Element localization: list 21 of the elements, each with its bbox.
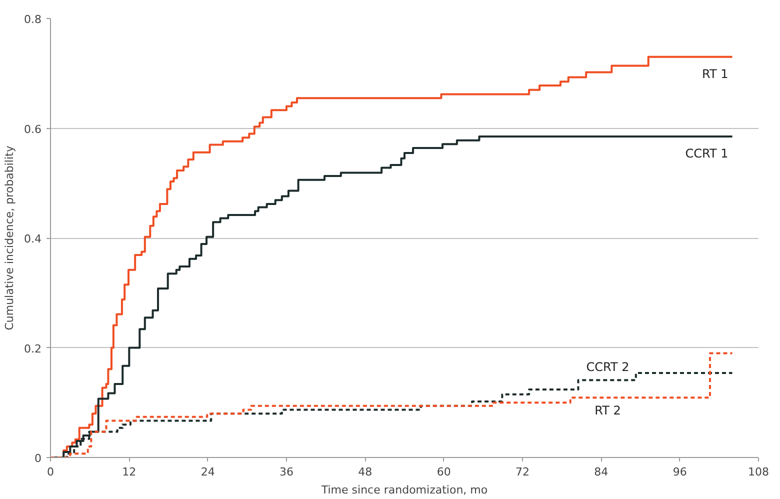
y-axis-title: Cumulative incidence, probability xyxy=(3,145,16,330)
y-tick-label: 0 xyxy=(34,452,42,465)
series-label: RT 1 xyxy=(702,66,728,81)
series-label: CCRT 2 xyxy=(586,360,630,374)
x-tick-label: 24 xyxy=(200,466,215,478)
series-label: RT 2 xyxy=(594,404,621,418)
x-tick-label: 12 xyxy=(122,466,136,478)
x-axis-title: Time since randomization, mo xyxy=(320,484,488,496)
y-tick-label: 0.6 xyxy=(24,122,42,136)
x-tick-label: 84 xyxy=(594,466,608,478)
x-tick-label: 0 xyxy=(47,466,54,478)
x-tick-label: 72 xyxy=(516,466,530,478)
x-tick-label: 60 xyxy=(436,466,451,478)
series-label: CCRT 1 xyxy=(685,146,728,160)
y-tick-label: 0.2 xyxy=(24,342,42,356)
x-tick-label: 48 xyxy=(358,466,372,478)
y-tick-label: 0.4 xyxy=(24,232,42,246)
x-tick-label: 36 xyxy=(280,466,294,478)
y-tick-label: 0.8 xyxy=(24,13,42,26)
x-tick-label: 96 xyxy=(672,466,687,478)
x-tick-label: 108 xyxy=(748,466,769,478)
